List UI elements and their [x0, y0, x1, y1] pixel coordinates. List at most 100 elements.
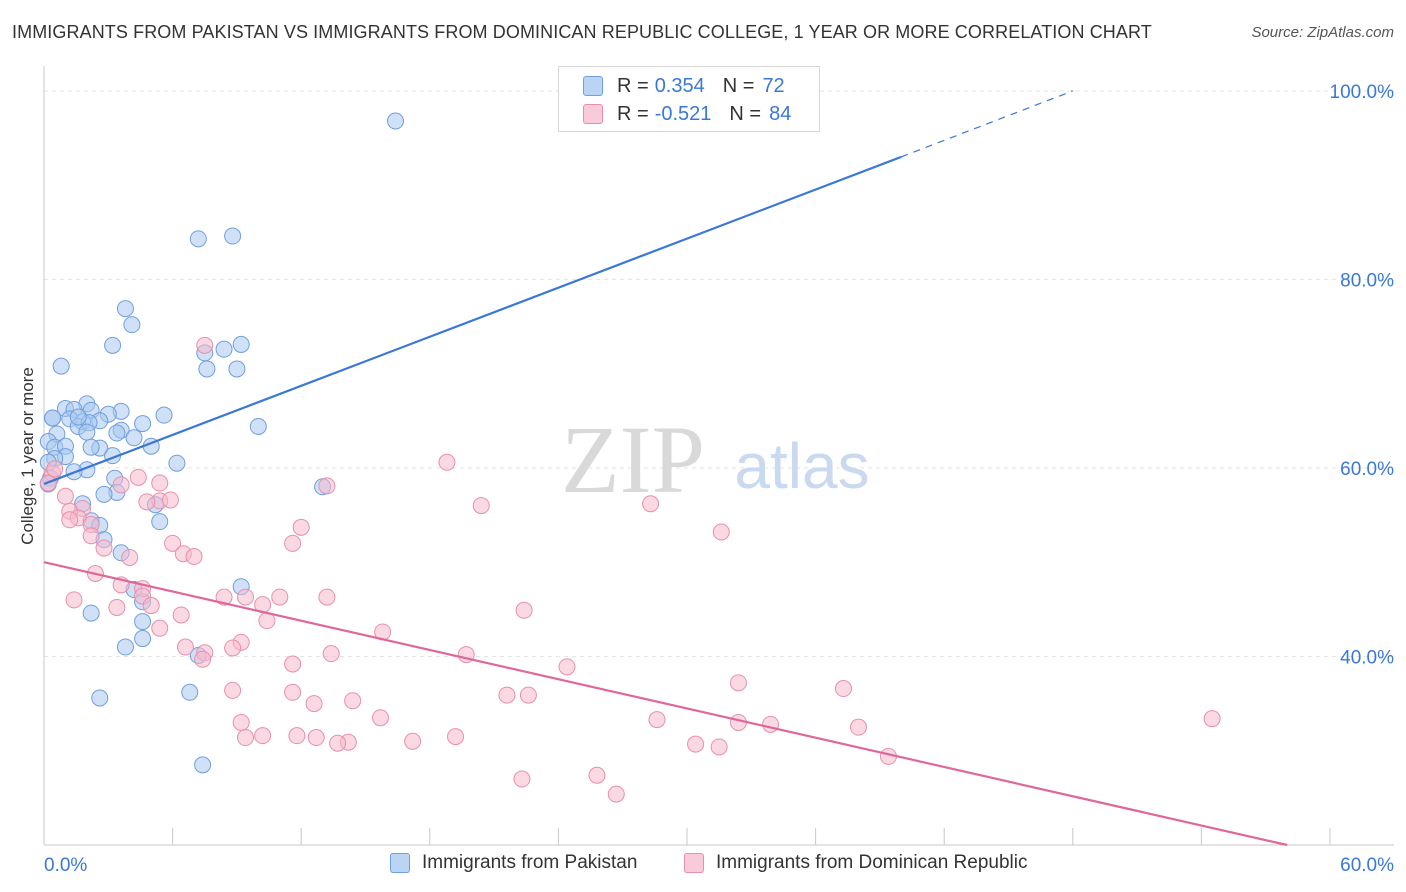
data-point-dominican [138, 493, 156, 511]
trend-line-dominican [43, 561, 1288, 847]
x-tick-label: 0.0% [44, 855, 87, 876]
data-point-dominican [288, 727, 306, 745]
data-point-pakistan [151, 513, 169, 531]
data-point-dominican [284, 655, 302, 673]
data-point-dominican [498, 686, 516, 704]
x-tick-label: 60.0% [1340, 855, 1394, 876]
data-point-dominican [95, 539, 113, 557]
data-point-dominican [151, 474, 169, 492]
data-point-dominican [65, 591, 83, 609]
data-point-pakistan [44, 409, 62, 427]
bottom-legend-label-dominican: Immigrants from Dominican Republic [716, 852, 1028, 873]
data-point-dominican [46, 460, 64, 478]
correlation-legend: R = 0.354 N = 72 R = -0.521 N = 84 [558, 66, 820, 132]
data-point-dominican [129, 468, 147, 486]
data-point-dominican [515, 601, 533, 619]
legend-n-value: 72 [762, 74, 785, 97]
legend-r-value: -0.521 [654, 102, 712, 125]
y-tick-label: 80.0% [1340, 270, 1394, 291]
legend-n-value: 84 [769, 102, 792, 125]
data-point-pakistan [125, 429, 143, 447]
data-point-dominican [215, 588, 233, 606]
data-point-dominican [56, 487, 74, 505]
data-point-dominican [108, 598, 126, 616]
data-point-dominican [196, 336, 214, 354]
data-point-dominican [372, 709, 390, 727]
data-point-pakistan [134, 415, 152, 433]
data-point-pakistan [249, 417, 267, 435]
data-point-dominican [164, 534, 182, 552]
data-point-dominican [642, 495, 660, 513]
data-point-pakistan [69, 408, 87, 426]
bottom-legend-swatch-pakistan [390, 853, 410, 873]
trend-line-pakistan [43, 155, 902, 485]
data-point-dominican [318, 588, 336, 606]
data-point-dominican [607, 785, 625, 803]
bottom-legend-dominican: Immigrants from Dominican Republic [684, 852, 1028, 874]
data-point-dominican [472, 497, 490, 515]
data-point-pakistan [215, 340, 233, 358]
legend-n-label: N = [729, 102, 762, 125]
data-point-pakistan [82, 438, 100, 456]
data-point-dominican [121, 548, 139, 566]
data-point-dominican [176, 638, 194, 656]
data-point-pakistan [189, 230, 207, 248]
data-point-pakistan [78, 423, 96, 441]
data-point-dominican [185, 548, 203, 566]
data-point-pakistan [52, 357, 70, 375]
data-point-dominican [172, 606, 190, 624]
bottom-legend-label-pakistan: Immigrants from Pakistan [422, 852, 638, 873]
data-point-dominican [447, 728, 465, 746]
watermark-atlas: atlas [734, 430, 869, 502]
watermark: ZIP atlas [561, 406, 870, 513]
series-dominican-points [39, 336, 1221, 803]
data-point-dominican [224, 681, 242, 699]
data-point-dominican [588, 766, 606, 784]
data-point-pakistan [116, 638, 134, 656]
data-point-dominican [344, 692, 362, 710]
data-point-dominican [834, 680, 852, 698]
data-point-dominican [849, 718, 867, 736]
data-point-pakistan [104, 336, 122, 354]
bottom-legend-swatch-dominican [684, 853, 704, 873]
data-point-pakistan [123, 316, 141, 334]
data-point-dominican [438, 453, 456, 471]
data-point-dominican [687, 735, 705, 753]
data-point-dominican [284, 683, 302, 701]
data-point-dominican [305, 695, 323, 713]
data-point-dominican [710, 738, 728, 756]
grid-lines [44, 90, 1394, 657]
legend-swatch-pakistan [583, 76, 603, 96]
data-point-dominican [61, 511, 79, 529]
legend-r-label: R = [617, 74, 649, 97]
chart-source: Source: ZipAtlas.com [1251, 24, 1394, 41]
data-point-dominican [1203, 710, 1221, 728]
data-point-pakistan [134, 613, 152, 631]
data-point-dominican [292, 518, 310, 536]
data-point-dominican [712, 523, 730, 541]
data-point-dominican [254, 727, 272, 745]
watermark-zip: ZIP [561, 406, 705, 513]
legend-r-label: R = [617, 102, 649, 125]
bottom-legend-pakistan: Immigrants from Pakistan [390, 852, 637, 874]
data-point-dominican [271, 588, 289, 606]
data-point-pakistan [108, 424, 126, 442]
legend-row-dominican: R = -0.521 N = 84 [583, 101, 791, 127]
data-point-dominican [232, 713, 250, 731]
data-point-pakistan [134, 630, 152, 648]
chart-title: IMMIGRANTS FROM PAKISTAN VS IMMIGRANTS F… [12, 22, 1152, 42]
legend-r-value: 0.354 [654, 74, 705, 97]
data-point-pakistan [194, 756, 212, 774]
data-point-dominican [236, 729, 254, 747]
data-point-pakistan [116, 300, 134, 318]
legend-row-pakistan: R = 0.354 N = 72 [583, 73, 785, 99]
data-point-dominican [322, 645, 340, 663]
data-point-dominican [236, 588, 254, 606]
data-point-dominican [329, 734, 347, 752]
data-point-dominican [519, 686, 537, 704]
data-point-pakistan [198, 360, 216, 378]
data-point-dominican [404, 732, 422, 750]
data-point-pakistan [155, 406, 173, 424]
data-point-dominican [151, 619, 169, 637]
